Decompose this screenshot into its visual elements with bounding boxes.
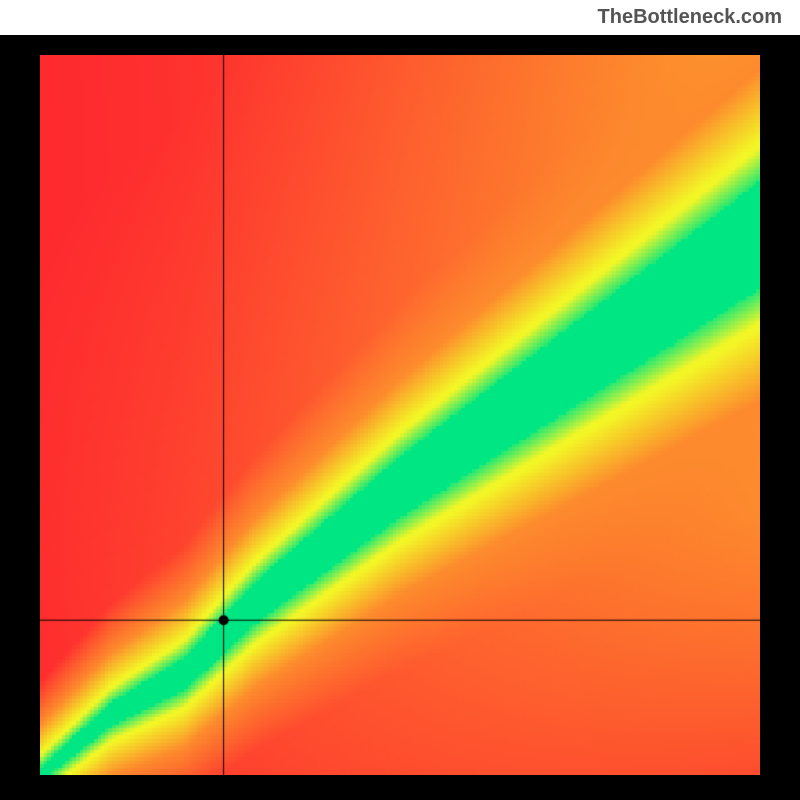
heatmap-plot: [40, 55, 760, 775]
heatmap-canvas: [40, 55, 760, 775]
chart-frame: [0, 35, 800, 800]
attribution-text: TheBottleneck.com: [598, 6, 782, 29]
chart-container: TheBottleneck.com: [0, 0, 800, 800]
